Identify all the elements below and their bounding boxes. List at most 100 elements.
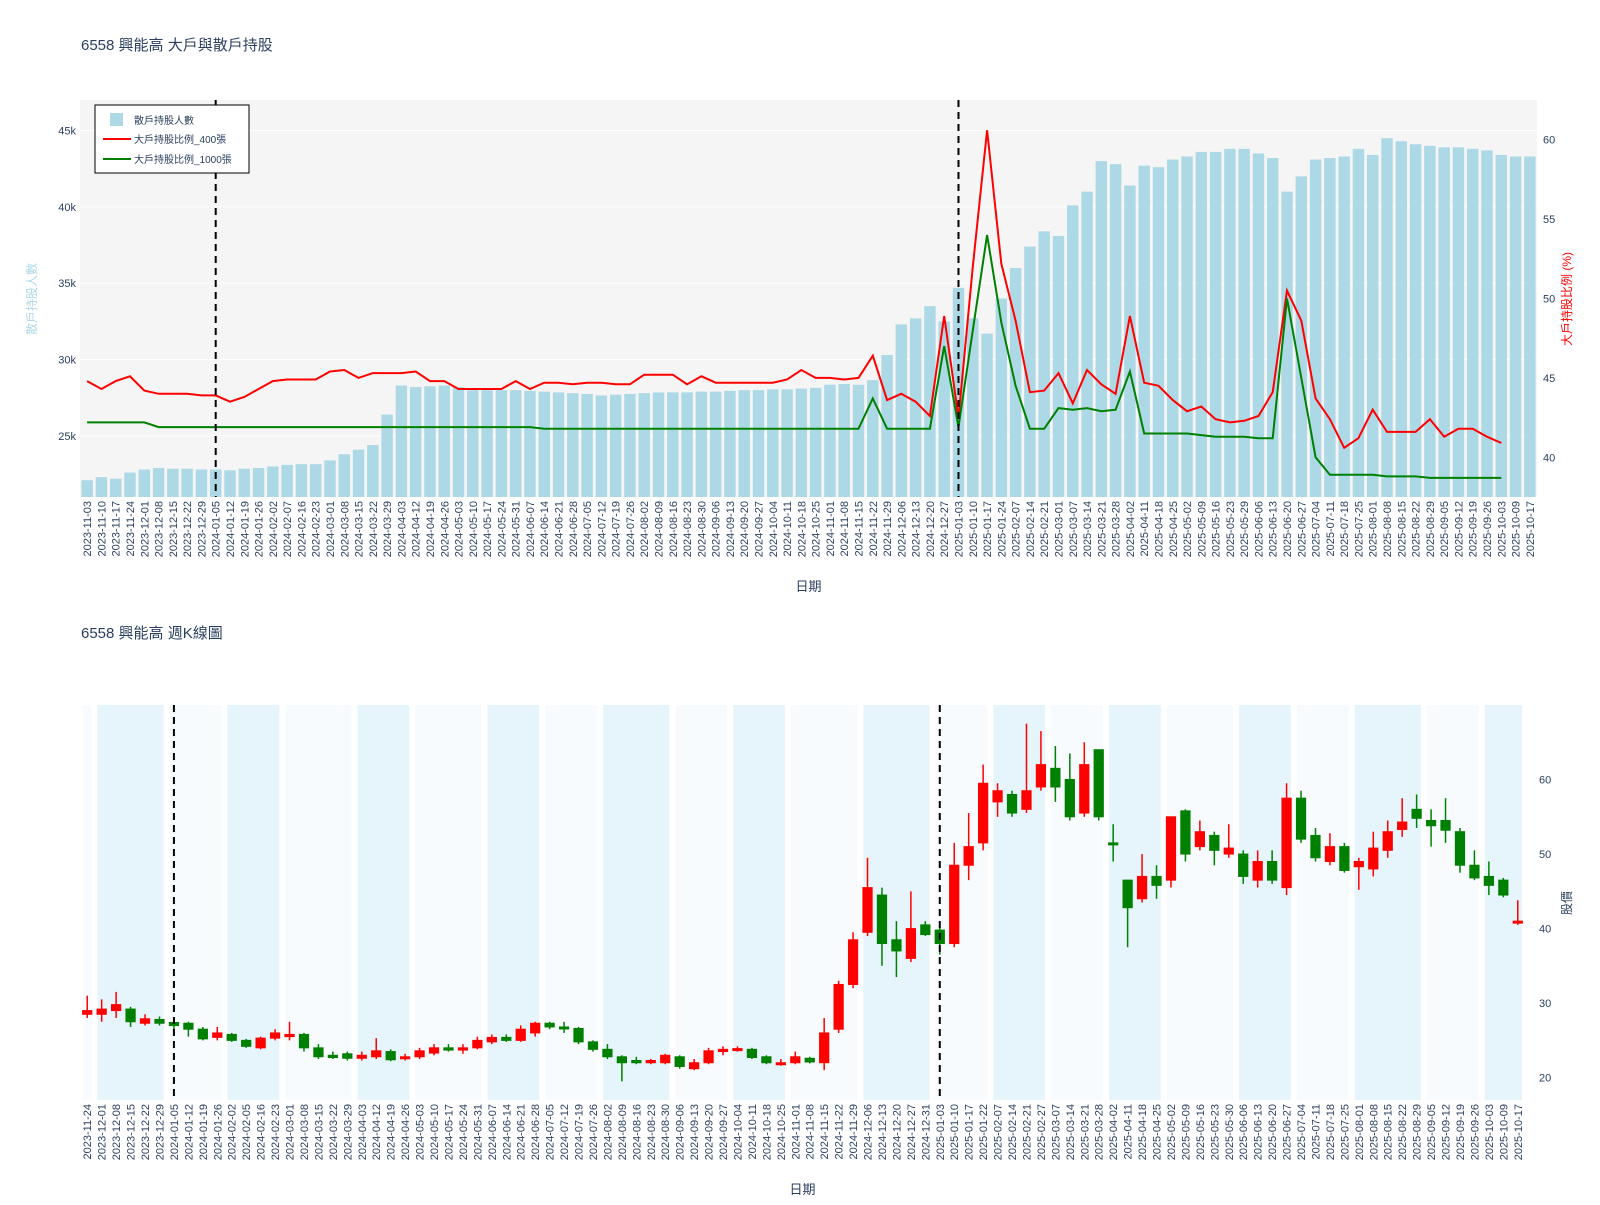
bar-retail-holders bbox=[367, 445, 379, 497]
bar-retail-holders bbox=[324, 460, 336, 497]
y-tick-label-right: 60 bbox=[1543, 135, 1555, 147]
x-tick-label: 2024-01-05 bbox=[169, 1104, 181, 1160]
x-tick-label: 2024-11-29 bbox=[848, 1104, 860, 1159]
x-tick-label: 2025-10-03 bbox=[1496, 501, 1508, 557]
x-tick-label: 2025-09-12 bbox=[1453, 501, 1465, 557]
x-tick-label: 2025-05-29 bbox=[1239, 501, 1251, 557]
x-tick-label: 2025-07-18 bbox=[1339, 501, 1351, 557]
x-tick-label: 2024-06-07 bbox=[525, 501, 537, 557]
x-tick-label: 2024-04-26 bbox=[400, 1104, 412, 1160]
bar-retail-holders bbox=[752, 390, 765, 497]
candle-body bbox=[905, 928, 916, 959]
x-tick-label: 2023-12-08 bbox=[154, 501, 166, 557]
x-tick-label: 2025-05-02 bbox=[1166, 1104, 1178, 1160]
candle-body bbox=[298, 1033, 310, 1049]
candle-body bbox=[645, 1060, 656, 1064]
bar-retail-holders bbox=[295, 464, 308, 497]
x-tick-label: 2024-10-04 bbox=[732, 1104, 744, 1160]
x-tick-label: 2024-09-27 bbox=[718, 1104, 730, 1160]
bar-retail-holders bbox=[409, 387, 422, 497]
x-tick-label: 2025-04-02 bbox=[1108, 1104, 1120, 1160]
month-band bbox=[863, 705, 930, 1100]
y-tick-label-price: 60 bbox=[1539, 775, 1551, 787]
x-tick-label: 2025-01-10 bbox=[968, 501, 980, 557]
x-tick-label: 2024-05-10 bbox=[468, 501, 480, 557]
month-band-light bbox=[83, 705, 92, 1100]
x-tick-label: 2023-12-22 bbox=[140, 1104, 152, 1160]
x-tick-label: 2024-02-23 bbox=[311, 501, 323, 557]
bar-retail-holders bbox=[852, 384, 865, 497]
candle-body bbox=[1440, 820, 1451, 831]
bar-retail-holders bbox=[1252, 153, 1265, 497]
x-tick-label: 2025-08-22 bbox=[1397, 1104, 1409, 1160]
x-tick-label: 2025-09-26 bbox=[1469, 1104, 1481, 1160]
x-tick-label: 2024-06-07 bbox=[487, 1104, 499, 1160]
bar-retail-holders bbox=[538, 391, 550, 497]
x-tick-label: 2024-08-16 bbox=[668, 501, 680, 557]
x-tick-label: 2024-05-17 bbox=[482, 501, 494, 557]
candle-body bbox=[1006, 793, 1018, 814]
x-tick-label: 2025-07-18 bbox=[1325, 1104, 1337, 1160]
x-tick-label: 2025-10-17 bbox=[1525, 501, 1537, 557]
bar-retail-holders bbox=[209, 469, 222, 497]
y-axis-title-price: 股價 bbox=[1560, 891, 1574, 915]
x-tick-label: 2025-09-19 bbox=[1468, 501, 1480, 557]
candle-body bbox=[241, 1039, 252, 1047]
candle-body bbox=[819, 1032, 830, 1064]
candle-body bbox=[1324, 846, 1336, 863]
bar-retail-holders bbox=[1381, 138, 1393, 497]
x-tick-label: 2025-04-11 bbox=[1123, 1104, 1135, 1159]
candle-body bbox=[1165, 816, 1177, 881]
x-tick-label: 2024-08-02 bbox=[602, 1104, 614, 1160]
month-band bbox=[1484, 705, 1522, 1100]
candle-body bbox=[804, 1057, 815, 1063]
x-tick-label: 2025-03-07 bbox=[1050, 1104, 1062, 1160]
y-tick-label-left: 30k bbox=[58, 355, 76, 367]
legend-swatch-bar bbox=[110, 113, 123, 126]
month-band bbox=[97, 705, 164, 1100]
x-tick-label: 2025-01-10 bbox=[949, 1104, 961, 1160]
x-tick-label: 2025-06-27 bbox=[1282, 1104, 1294, 1160]
x-tick-label: 2025-09-12 bbox=[1441, 1104, 1453, 1160]
candle-body bbox=[457, 1047, 469, 1051]
bar-retail-holders bbox=[267, 466, 279, 497]
bar-retail-holders bbox=[1495, 154, 1508, 497]
bar-retail-holders bbox=[867, 380, 879, 497]
x-tick-label: 2024-11-08 bbox=[805, 1104, 817, 1159]
candle-body bbox=[1093, 749, 1104, 818]
candle-body bbox=[1382, 831, 1393, 851]
x-tick-label: 2025-05-23 bbox=[1209, 1104, 1221, 1160]
bar-retail-holders bbox=[724, 390, 736, 497]
x-tick-label: 2023-11-03 bbox=[82, 501, 94, 556]
x-tick-label: 2024-03-29 bbox=[382, 501, 394, 557]
x-tick-label: 2024-03-01 bbox=[325, 501, 337, 557]
x-tick-label: 2024-06-21 bbox=[516, 1104, 528, 1160]
x-tick-label: 2025-07-04 bbox=[1296, 1104, 1308, 1160]
candle-body bbox=[992, 790, 1003, 803]
x-tick-label: 2024-12-13 bbox=[877, 1104, 889, 1160]
y-tick-label-price: 30 bbox=[1539, 998, 1551, 1010]
x-tick-label: 2025-10-09 bbox=[1511, 501, 1523, 557]
bar-retail-holders bbox=[981, 333, 993, 497]
x-tick-label: 2024-05-03 bbox=[454, 501, 466, 557]
month-band bbox=[603, 705, 670, 1100]
x-tick-label: 2025-05-02 bbox=[1182, 501, 1194, 557]
candle-body bbox=[790, 1056, 801, 1064]
bar-retail-holders bbox=[152, 467, 165, 497]
bar-retail-holders bbox=[1367, 154, 1379, 497]
x-tick-label: 2025-07-11 bbox=[1325, 501, 1337, 556]
x-tick-label: 2024-11-22 bbox=[868, 501, 880, 556]
x-tick-label: 2024-03-15 bbox=[354, 501, 366, 557]
x-tick-label: 2024-10-25 bbox=[776, 1104, 788, 1160]
x-tick-label: 2024-05-31 bbox=[472, 1104, 484, 1160]
candle-body bbox=[587, 1041, 599, 1050]
bar-retail-holders bbox=[1395, 141, 1408, 497]
y-axis-title-left: 散戶持股人數 bbox=[24, 263, 39, 335]
bar-retail-holders bbox=[495, 390, 508, 497]
candle-body bbox=[428, 1047, 440, 1054]
x-tick-label: 2025-04-25 bbox=[1152, 1104, 1164, 1160]
bar-retail-holders bbox=[938, 321, 950, 497]
bar-retail-holders bbox=[1067, 205, 1079, 497]
